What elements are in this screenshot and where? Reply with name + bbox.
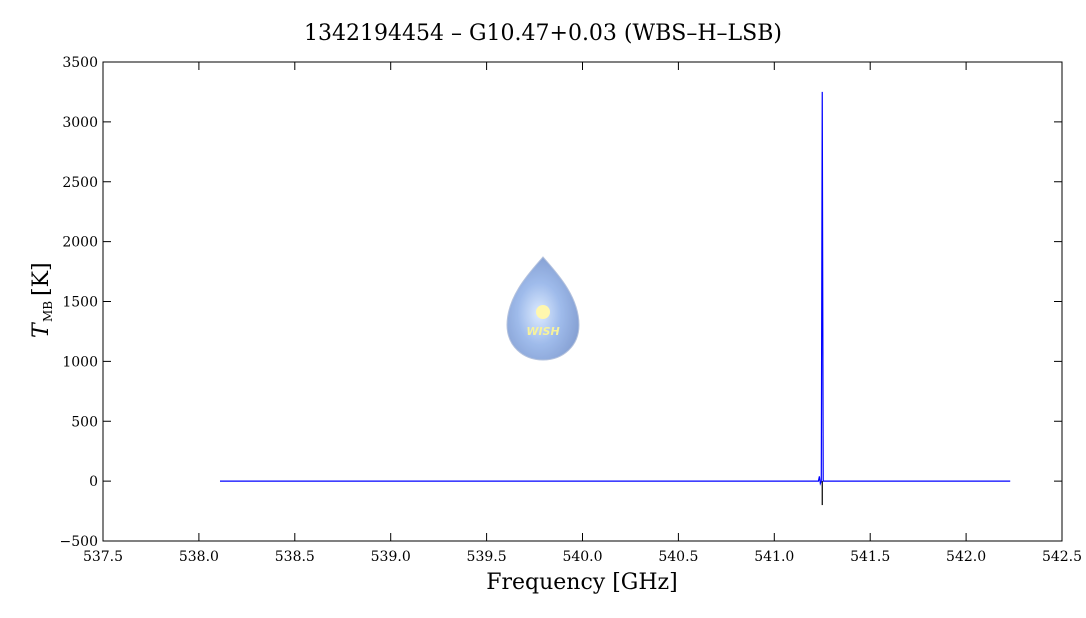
x-tick-label: 541.5 — [850, 549, 890, 565]
x-tick-label: 538.5 — [275, 549, 315, 565]
x-tick-label: 541.0 — [754, 549, 794, 565]
y-tick-label: 1000 — [62, 354, 98, 370]
x-axis-label: Frequency [GHz] — [486, 570, 678, 595]
y-tick-label: 3000 — [62, 115, 98, 131]
logo-star — [536, 305, 550, 319]
y-label-symbol: T — [29, 321, 54, 338]
y-label-unit: [K] — [29, 262, 54, 296]
logo-text: WISH — [526, 325, 559, 338]
x-tick-label: 537.5 — [83, 549, 123, 565]
y-axis-label: T MB [K] — [29, 262, 55, 338]
x-tick-label: 542.0 — [946, 549, 986, 565]
y-tick-label: 1500 — [62, 295, 98, 311]
x-tick-label: 540.0 — [562, 549, 602, 565]
y-label-subscript: MB — [41, 301, 55, 322]
series-line — [219, 91, 1011, 486]
x-tick-label: 540.5 — [658, 549, 698, 565]
y-tick-label: 2000 — [62, 235, 98, 251]
y-tick-label: −500 — [60, 534, 98, 550]
y-tick-label: 500 — [71, 414, 98, 430]
x-tick-label: 538.0 — [179, 549, 219, 565]
chart-title: 1342194454 – G10.47+0.03 (WBS–H–LSB) — [304, 21, 782, 46]
y-tick-label: 0 — [89, 474, 98, 490]
logo: WISH — [506, 256, 580, 361]
y-tick-label: 2500 — [62, 175, 98, 191]
y-tick-label: 3500 — [62, 55, 98, 71]
plot-frame — [102, 61, 1063, 542]
x-tick-label: 539.0 — [371, 549, 411, 565]
x-tick-label: 542.5 — [1042, 549, 1082, 565]
x-tick-label: 539.5 — [467, 549, 507, 565]
